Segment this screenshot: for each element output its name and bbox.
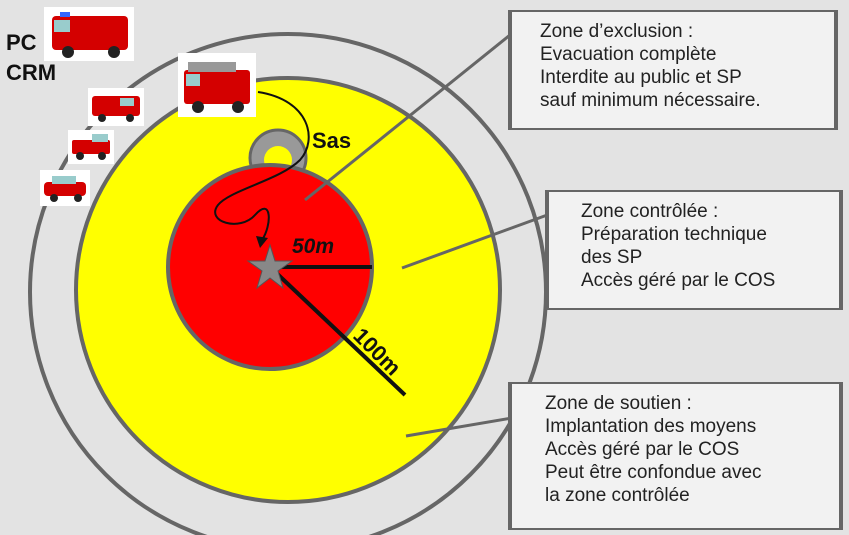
support-zone-box: Zone de soutien : Implantation des moyen… bbox=[508, 382, 843, 530]
crm-label: CRM bbox=[6, 60, 57, 85]
controlled-zone-box: Zone contrôlée : Préparation technique d… bbox=[545, 190, 843, 310]
airlock-label: Sas bbox=[312, 128, 351, 153]
leader-exclusion bbox=[304, 33, 511, 202]
command-van-icon bbox=[44, 7, 134, 61]
path-arrowhead bbox=[256, 236, 268, 248]
radius-inner-label: 50m bbox=[292, 235, 334, 258]
controlled-line: Accès géré par le COS bbox=[581, 270, 776, 291]
support-title: Zone de soutien : bbox=[545, 393, 692, 414]
radius-outer-line bbox=[268, 265, 407, 397]
leader-controlled bbox=[401, 212, 551, 270]
support-line: Accès géré par le COS bbox=[545, 439, 740, 460]
center-star-icon bbox=[246, 243, 294, 290]
controlled-line: Préparation technique bbox=[581, 224, 767, 245]
leader-support bbox=[405, 416, 513, 438]
exclusion-line: sauf minimum nécessaire. bbox=[540, 90, 761, 111]
ambulance-icon bbox=[88, 88, 144, 126]
pickup-truck-icon bbox=[68, 130, 114, 164]
support-line: Peut être confondue avec bbox=[545, 462, 762, 483]
pc-label: PC bbox=[6, 30, 37, 55]
fire-engine-icon bbox=[178, 53, 256, 117]
support-line: la zone contrôlée bbox=[545, 485, 690, 506]
controlled-title: Zone contrôlée : bbox=[581, 201, 719, 222]
exclusion-line: Interdite au public et SP bbox=[540, 67, 742, 88]
controlled-line: des SP bbox=[581, 247, 643, 268]
exclusion-line: Evacuation complète bbox=[540, 44, 717, 65]
car-icon bbox=[40, 170, 90, 206]
vehicle-path bbox=[214, 91, 310, 241]
exclusion-zone-box: Zone d’exclusion : Evacuation complète I… bbox=[508, 10, 838, 130]
support-line: Implantation des moyens bbox=[545, 416, 757, 437]
exclusion-title: Zone d’exclusion : bbox=[540, 21, 694, 42]
